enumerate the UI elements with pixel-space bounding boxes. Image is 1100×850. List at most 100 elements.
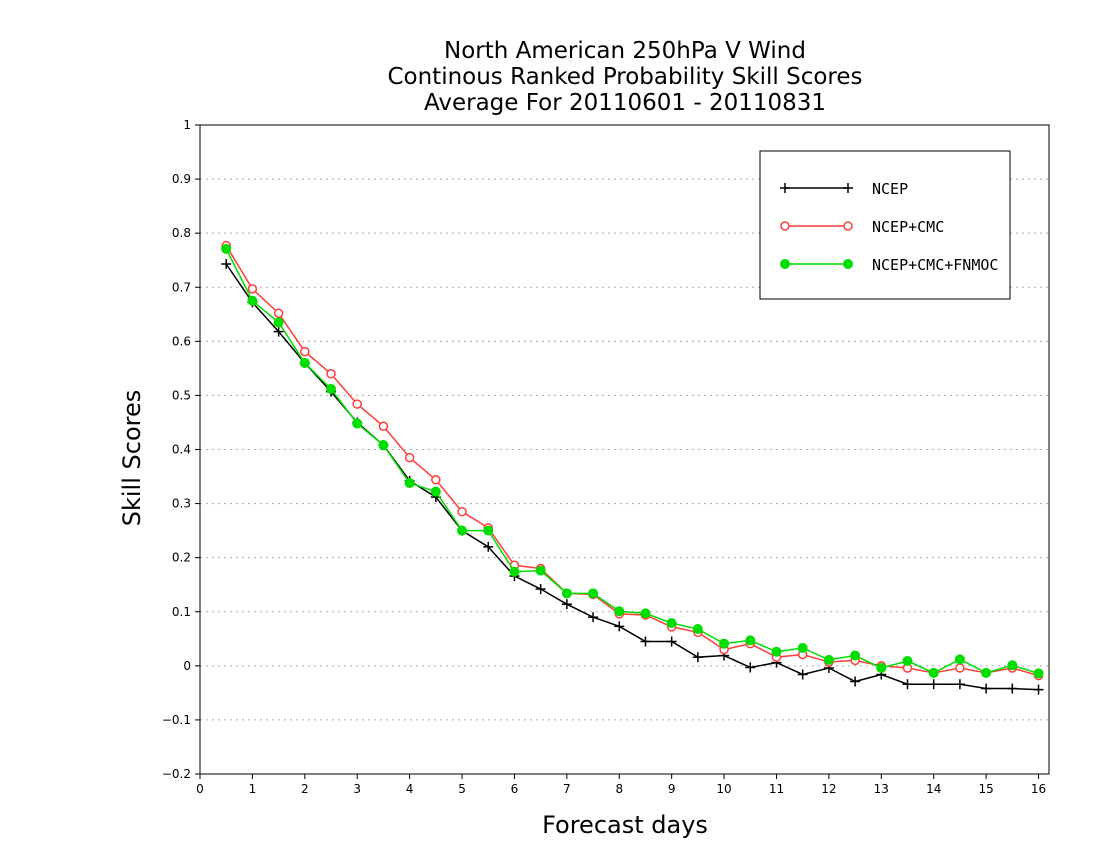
data-point — [719, 638, 730, 649]
data-point — [273, 317, 284, 328]
data-point — [588, 588, 599, 599]
data-point — [666, 636, 677, 647]
y-tick-label: 0.4 — [172, 443, 191, 457]
legend-label: NCEP+CMC — [872, 218, 944, 236]
x-tick-label: 7 — [563, 782, 571, 796]
x-axis-label: Forecast days — [542, 811, 708, 839]
data-point — [954, 654, 965, 665]
data-point — [561, 599, 572, 610]
x-tick-label: 14 — [926, 782, 941, 796]
data-point — [561, 588, 572, 599]
data-point — [299, 357, 310, 368]
data-point — [326, 383, 337, 394]
y-tick-label: −0.2 — [162, 767, 191, 781]
axis-ticks: −0.2−0.100.10.20.30.40.50.60.70.80.910 1 2… — [162, 118, 1046, 796]
data-point — [221, 258, 232, 269]
data-point — [1033, 668, 1044, 679]
x-tick-label: 8 — [615, 782, 623, 796]
data-point — [981, 667, 992, 678]
y-tick-label: 0.6 — [172, 334, 191, 348]
data-point — [378, 440, 389, 451]
series-ncep — [221, 258, 1044, 695]
y-tick-label: 0.7 — [172, 280, 191, 294]
data-point — [352, 418, 363, 429]
data-point — [326, 369, 336, 379]
legend-box — [759, 150, 1011, 300]
data-point — [457, 506, 467, 517]
data-point — [797, 642, 808, 653]
x-tick-label: 16 — [1031, 782, 1046, 796]
data-point — [902, 679, 913, 690]
x-tick-label: 1 — [249, 782, 257, 796]
legend-marker — [843, 221, 853, 231]
y-tick-label: 0.5 — [172, 388, 191, 402]
data-point — [640, 636, 651, 647]
x-tick-label: 0 — [196, 782, 204, 796]
legend: NCEP NCEP+CMC NCEP+CMC+FNMOC — [759, 150, 1011, 300]
y-tick-label: 0 — [183, 659, 191, 673]
x-tick-label: 4 — [406, 782, 414, 796]
data-point — [430, 486, 441, 497]
legend-label: NCEP — [872, 180, 908, 198]
data-point — [535, 584, 546, 595]
x-tick-label: 13 — [874, 782, 889, 796]
data-point — [1007, 660, 1018, 671]
series-line — [225, 263, 1039, 691]
data-point — [404, 478, 415, 489]
data-point — [273, 308, 284, 318]
y-tick-label: 1 — [183, 118, 191, 132]
data-point — [745, 662, 756, 673]
data-point — [902, 655, 913, 666]
data-point — [457, 525, 468, 536]
data-point — [247, 295, 258, 306]
data-point — [850, 676, 861, 687]
data-point — [404, 452, 415, 463]
data-point — [247, 284, 258, 294]
data-point — [850, 650, 861, 661]
x-tick-label: 5 — [458, 782, 466, 796]
data-point — [797, 669, 808, 680]
series-line — [225, 248, 1039, 675]
y-tick-label: 0.8 — [172, 226, 191, 240]
x-tick-label: 6 — [511, 782, 519, 796]
data-point — [1033, 684, 1044, 695]
data-point — [431, 475, 441, 485]
data-point — [273, 326, 284, 337]
legend-marker — [843, 259, 853, 269]
data-point — [928, 679, 939, 690]
y-tick-label: 0.1 — [172, 605, 191, 619]
data-point — [823, 654, 834, 665]
data-point — [771, 646, 782, 657]
x-tick-label: 10 — [716, 782, 731, 796]
legend-item: NCEP+CMC+FNMOC — [780, 256, 998, 274]
y-tick-label: 0.2 — [172, 551, 191, 565]
data-point — [535, 565, 546, 576]
x-tick-label: 2 — [301, 782, 309, 796]
x-tick-label: 11 — [769, 782, 784, 796]
data-point — [666, 618, 677, 629]
data-point — [981, 683, 992, 694]
legend-item: NCEP — [780, 180, 908, 198]
data-point — [588, 612, 599, 623]
data-point — [483, 525, 494, 536]
data-point — [640, 608, 651, 619]
y-axis-label: Skill Scores — [118, 390, 146, 527]
data-point — [955, 663, 965, 673]
data-point — [509, 566, 520, 577]
x-tick-label: 3 — [353, 782, 361, 796]
data-point — [692, 624, 703, 635]
x-tick-label: 12 — [821, 782, 836, 796]
y-tick-label: −0.1 — [162, 713, 191, 727]
data-point — [300, 346, 310, 357]
y-tick-label: 0.9 — [172, 172, 191, 186]
y-tick-label: 0.3 — [172, 497, 191, 511]
title-line: North American 250hPa V Wind — [444, 38, 806, 64]
data-point — [614, 606, 625, 617]
legend-label: NCEP+CMC+FNMOC — [872, 256, 998, 274]
title-line: Average For 20110601 - 20110831 — [424, 90, 826, 116]
x-tick-label: 15 — [978, 782, 993, 796]
legend-marker — [780, 183, 790, 193]
data-point — [614, 621, 625, 632]
data-point — [483, 541, 494, 552]
